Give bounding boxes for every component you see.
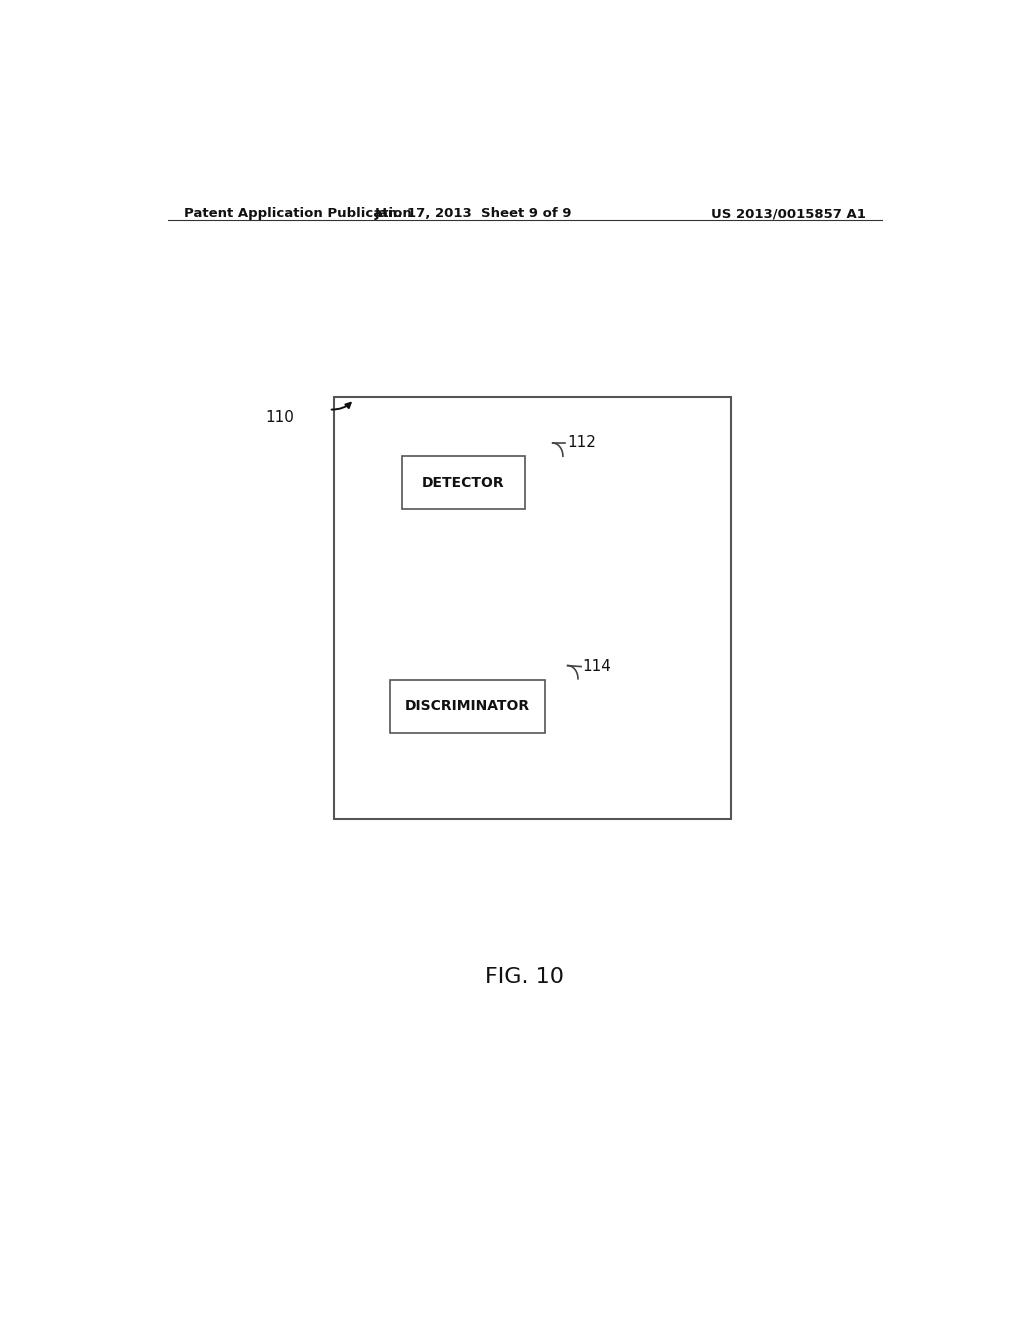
Text: 112: 112 (567, 436, 596, 450)
Bar (390, 680, 545, 733)
Text: 110: 110 (266, 411, 295, 425)
Text: Jan. 17, 2013  Sheet 9 of 9: Jan. 17, 2013 Sheet 9 of 9 (375, 207, 572, 220)
Bar (401, 457, 524, 510)
Bar (334, 397, 731, 818)
Text: 114: 114 (583, 659, 611, 675)
Text: FIG. 10: FIG. 10 (485, 966, 564, 986)
Text: DETECTOR: DETECTOR (422, 475, 505, 490)
Text: US 2013/0015857 A1: US 2013/0015857 A1 (712, 207, 866, 220)
Text: Patent Application Publication: Patent Application Publication (183, 207, 412, 220)
Text: DISCRIMINATOR: DISCRIMINATOR (404, 700, 529, 713)
